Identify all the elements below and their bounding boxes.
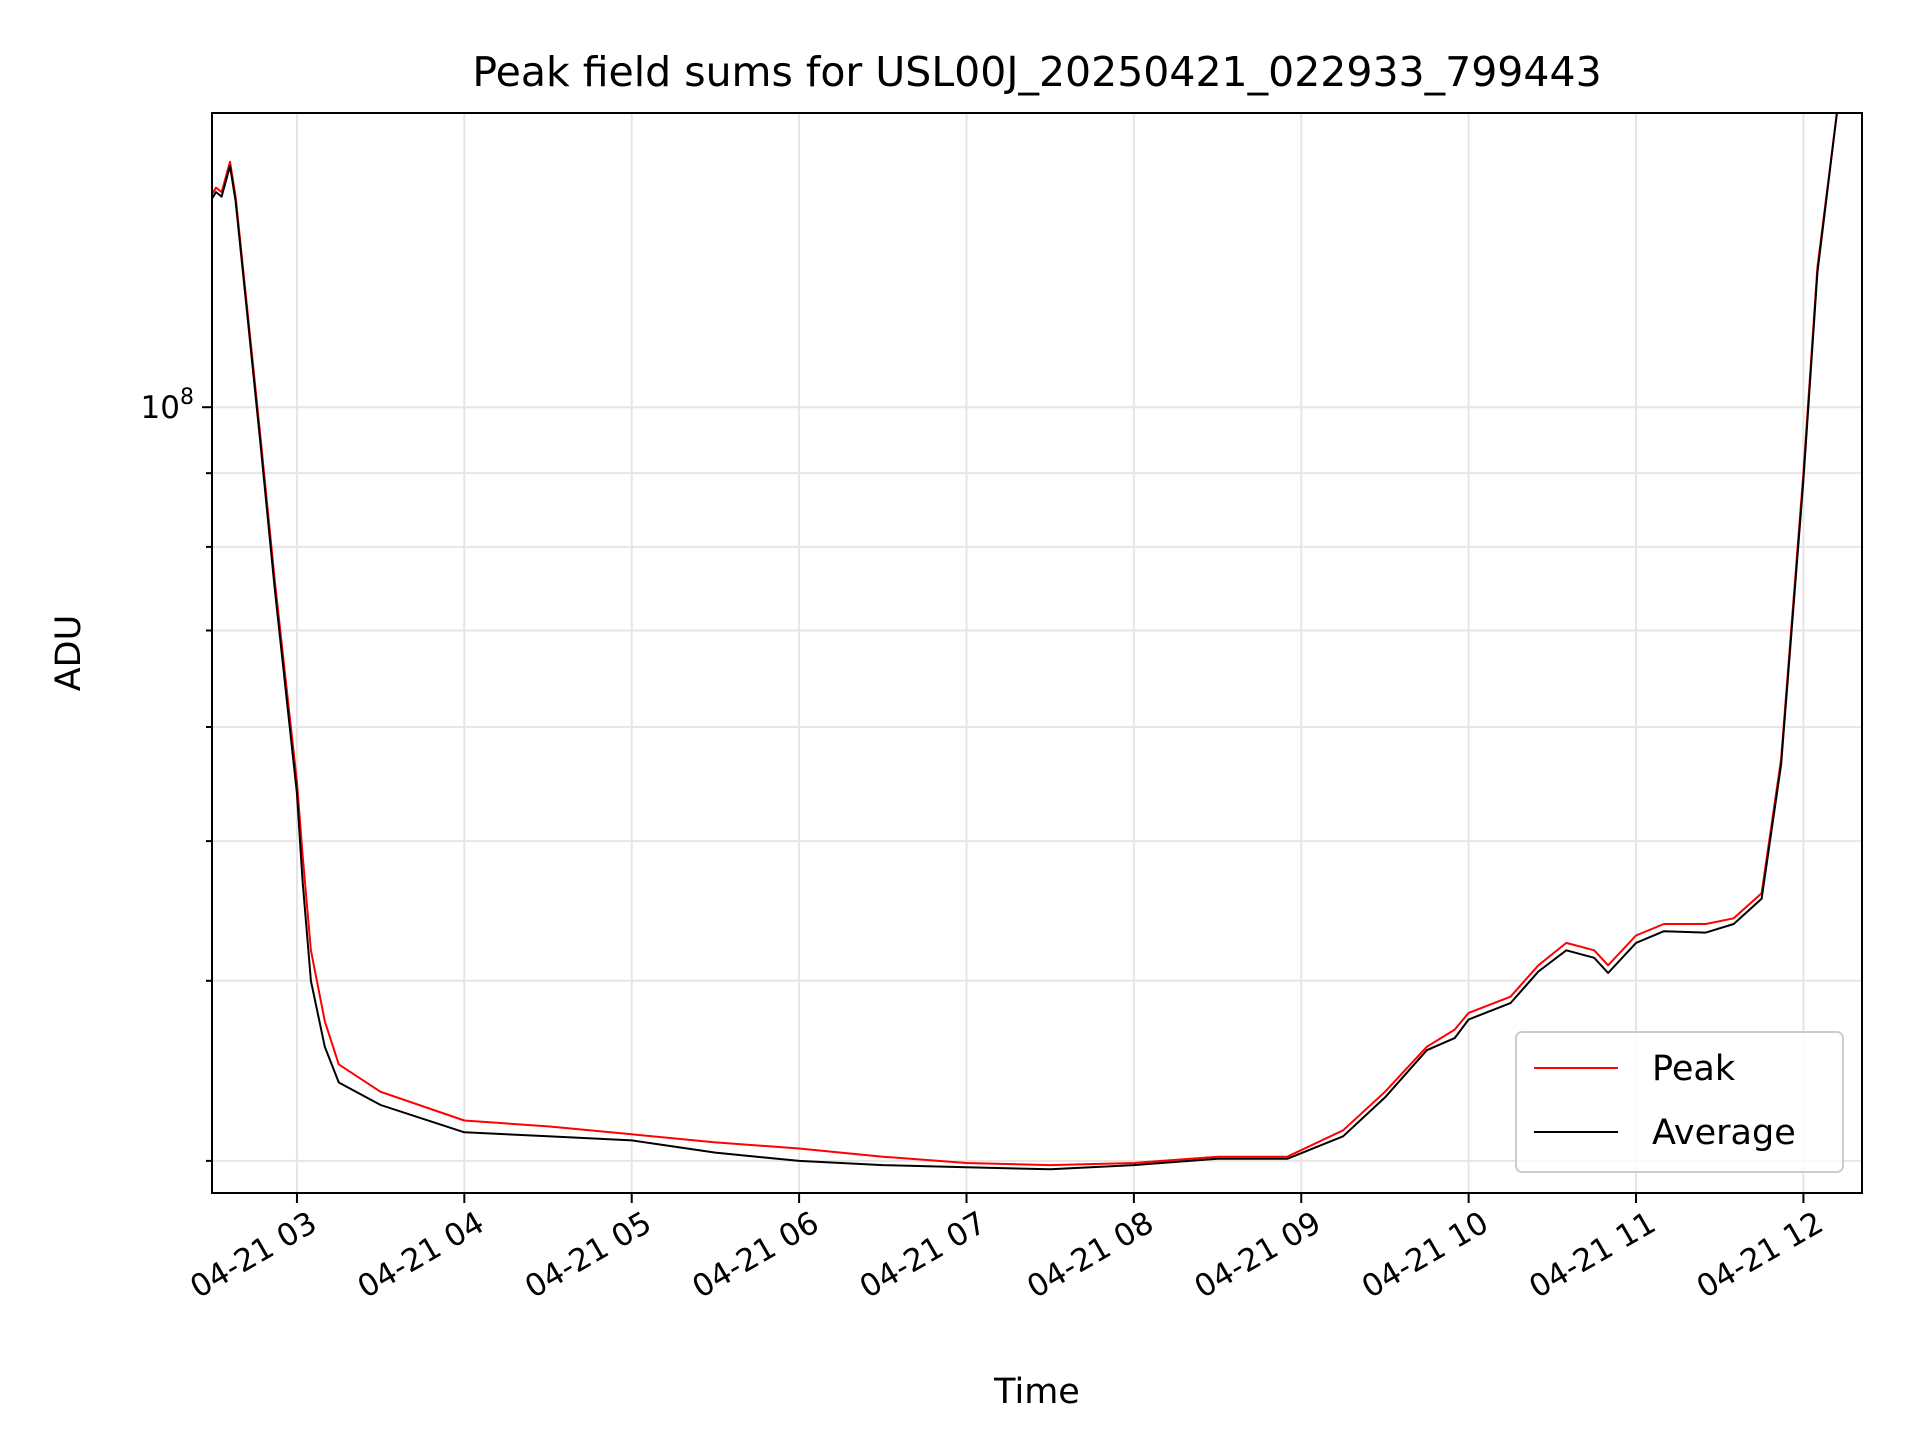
y-axis-ticks: 108 [141,385,212,1162]
y-axis-label: ADU [49,615,89,692]
y-tick-label: 108 [141,385,194,426]
x-axis-label: Time [993,1372,1080,1412]
y-tick-exponent: 8 [180,385,194,410]
legend-label-peak: Peak [1652,1049,1736,1089]
chart-title: Peak field sums for USL00J_20250421_0229… [472,48,1601,96]
plot-frame [211,112,1863,1194]
legend: Peak Average [1515,1031,1844,1173]
legend-label-average: Average [1652,1113,1796,1153]
y-tick-base: 10 [141,390,180,426]
series-line-average [212,113,1838,1171]
series-layer [212,113,1838,1171]
